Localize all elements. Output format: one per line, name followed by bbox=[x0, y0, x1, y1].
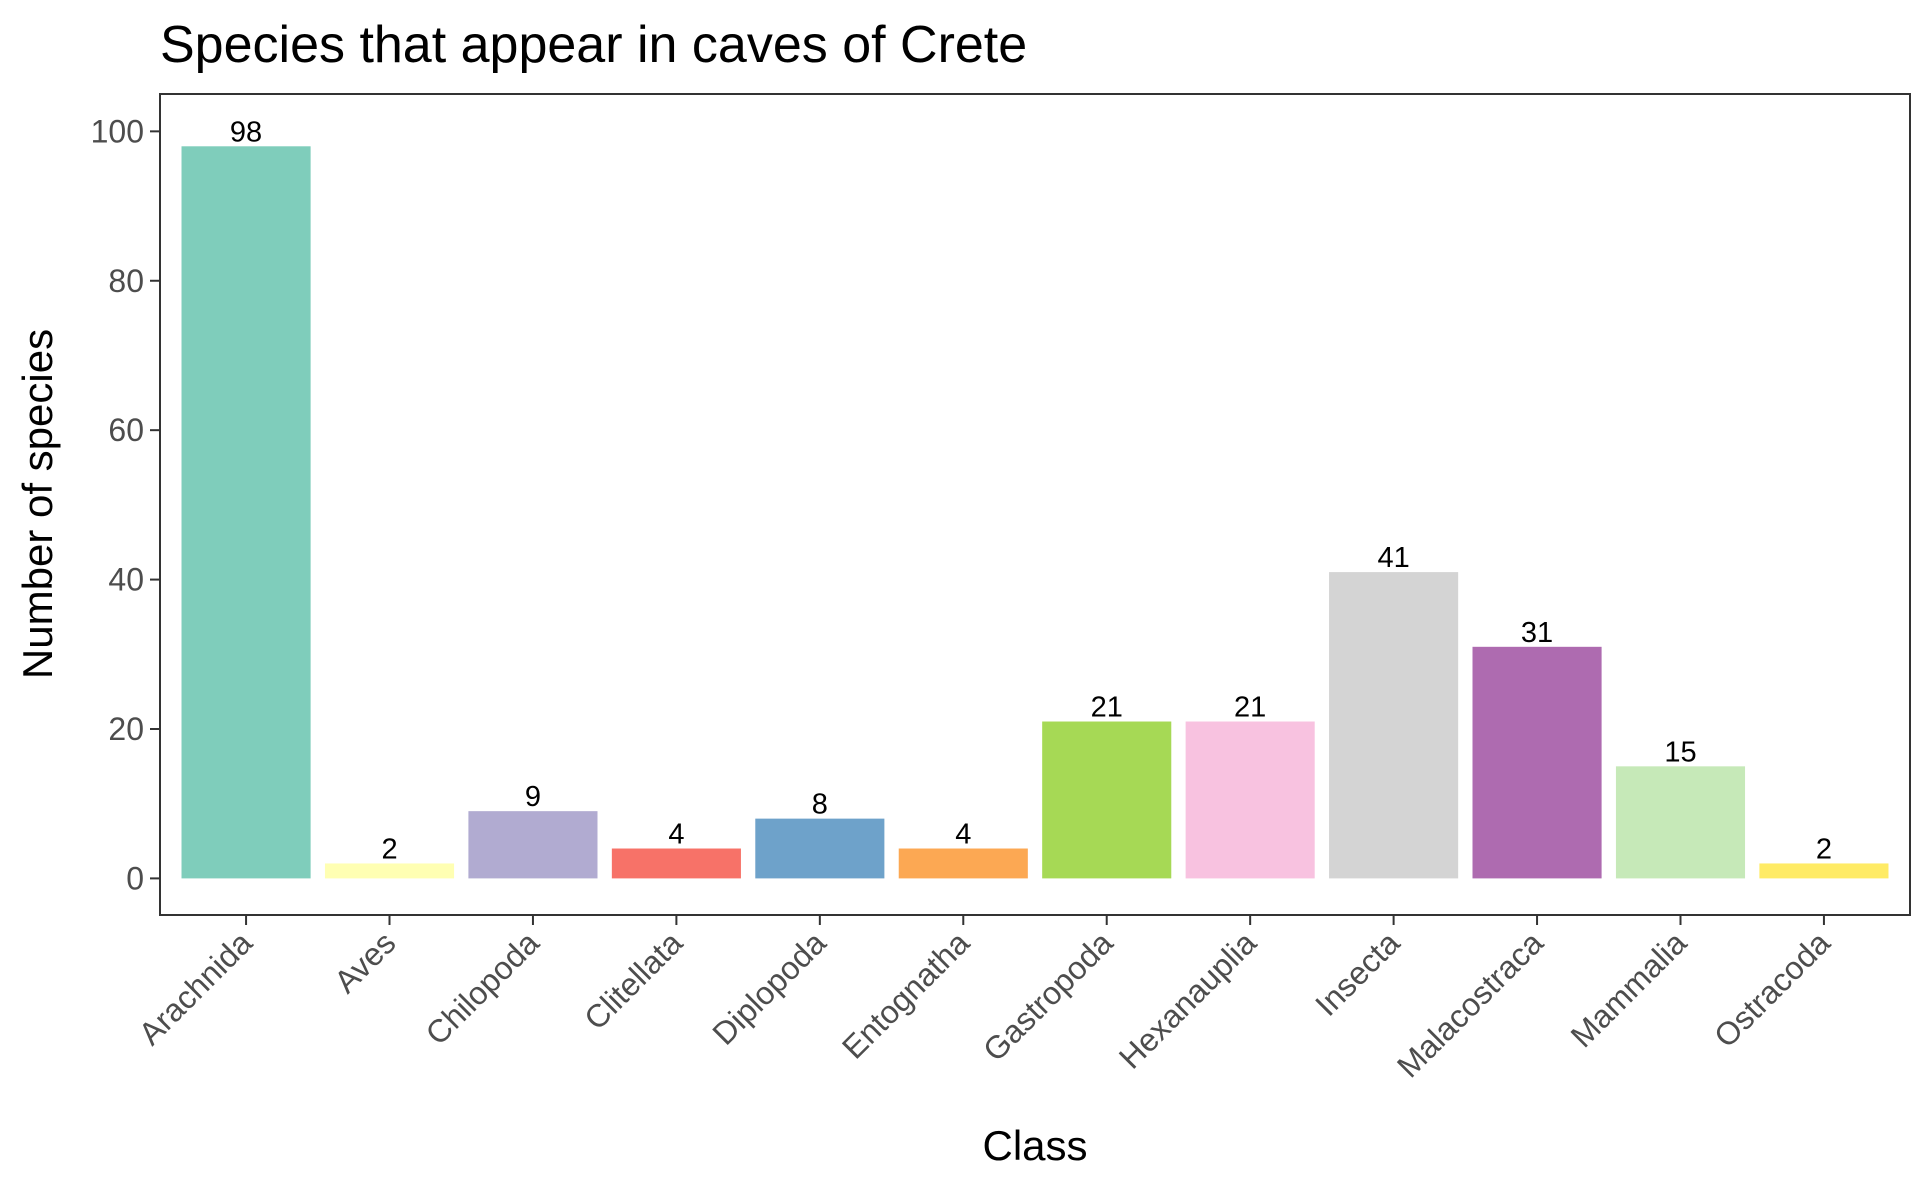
data-label-gastropoda: 21 bbox=[1091, 692, 1123, 724]
data-label-chilopoda: 9 bbox=[525, 781, 541, 813]
bar-gastropoda bbox=[1042, 721, 1172, 879]
data-label-arachnida: 98 bbox=[230, 116, 262, 148]
x-tick-label-hexanauplia: Hexanauplia bbox=[1112, 924, 1263, 1075]
x-axis-title: Class bbox=[982, 1122, 1087, 1169]
y-axis-title: Number of species bbox=[14, 329, 61, 679]
data-label-clitellata: 4 bbox=[668, 819, 684, 851]
data-label-hexanauplia: 21 bbox=[1234, 692, 1266, 724]
data-label-aves: 2 bbox=[381, 833, 397, 865]
data-label-malacostraca: 31 bbox=[1521, 617, 1553, 649]
y-tick-label-0: 0 bbox=[126, 860, 144, 896]
data-label-ostracoda: 2 bbox=[1816, 833, 1832, 865]
y-tick-label-60: 60 bbox=[108, 412, 144, 448]
bar-malacostraca bbox=[1472, 646, 1602, 879]
bar-clitellata bbox=[611, 848, 741, 879]
bar-hexanauplia bbox=[1185, 721, 1315, 879]
data-label-entognatha: 4 bbox=[955, 819, 971, 851]
chart-title: Species that appear in caves of Crete bbox=[160, 16, 1027, 74]
x-tick-label-malacostraca: Malacostraca bbox=[1390, 924, 1550, 1084]
x-tick-label-gastropoda: Gastropoda bbox=[976, 924, 1120, 1068]
y-axis: 0 20 40 60 80 100 bbox=[91, 113, 160, 896]
bar-entognatha bbox=[898, 848, 1028, 879]
y-tick-label-40: 40 bbox=[108, 562, 144, 598]
x-tick-label-ostracoda: Ostracoda bbox=[1707, 924, 1837, 1054]
data-label-insecta: 41 bbox=[1377, 542, 1409, 574]
bar-ostracoda bbox=[1759, 863, 1889, 879]
bar-aves bbox=[324, 863, 455, 879]
x-tick-label-arachnida: Arachnida bbox=[132, 924, 259, 1051]
x-tick-label-clitellata: Clitellata bbox=[577, 924, 689, 1036]
x-tick-label-mammalia: Mammalia bbox=[1564, 924, 1694, 1054]
x-axis: Arachnida Aves Chilopoda Clitellata Diplopod… bbox=[132, 915, 1837, 1085]
bar-mammalia bbox=[1615, 766, 1746, 879]
data-label-mammalia: 15 bbox=[1664, 736, 1696, 768]
data-labels-group: 98 2 9 4 8 4 21 21 41 31 15 2 bbox=[230, 116, 1832, 865]
bar-arachnida bbox=[181, 146, 311, 879]
bar-insecta bbox=[1329, 572, 1459, 879]
bar-diplopoda bbox=[755, 818, 885, 879]
y-tick-label-100: 100 bbox=[91, 113, 144, 149]
y-tick-label-20: 20 bbox=[108, 711, 144, 747]
bar-chilopoda bbox=[468, 811, 598, 879]
x-tick-label-entognatha: Entognatha bbox=[835, 924, 976, 1065]
y-tick-label-80: 80 bbox=[108, 263, 144, 299]
x-tick-label-insecta: Insecta bbox=[1308, 924, 1407, 1023]
bars-group bbox=[181, 146, 1889, 879]
x-tick-label-aves: Aves bbox=[327, 924, 402, 999]
data-label-diplopoda: 8 bbox=[812, 789, 828, 821]
x-tick-label-diplopoda: Diplopoda bbox=[705, 924, 833, 1052]
x-tick-label-chilopoda: Chilopoda bbox=[419, 924, 547, 1052]
